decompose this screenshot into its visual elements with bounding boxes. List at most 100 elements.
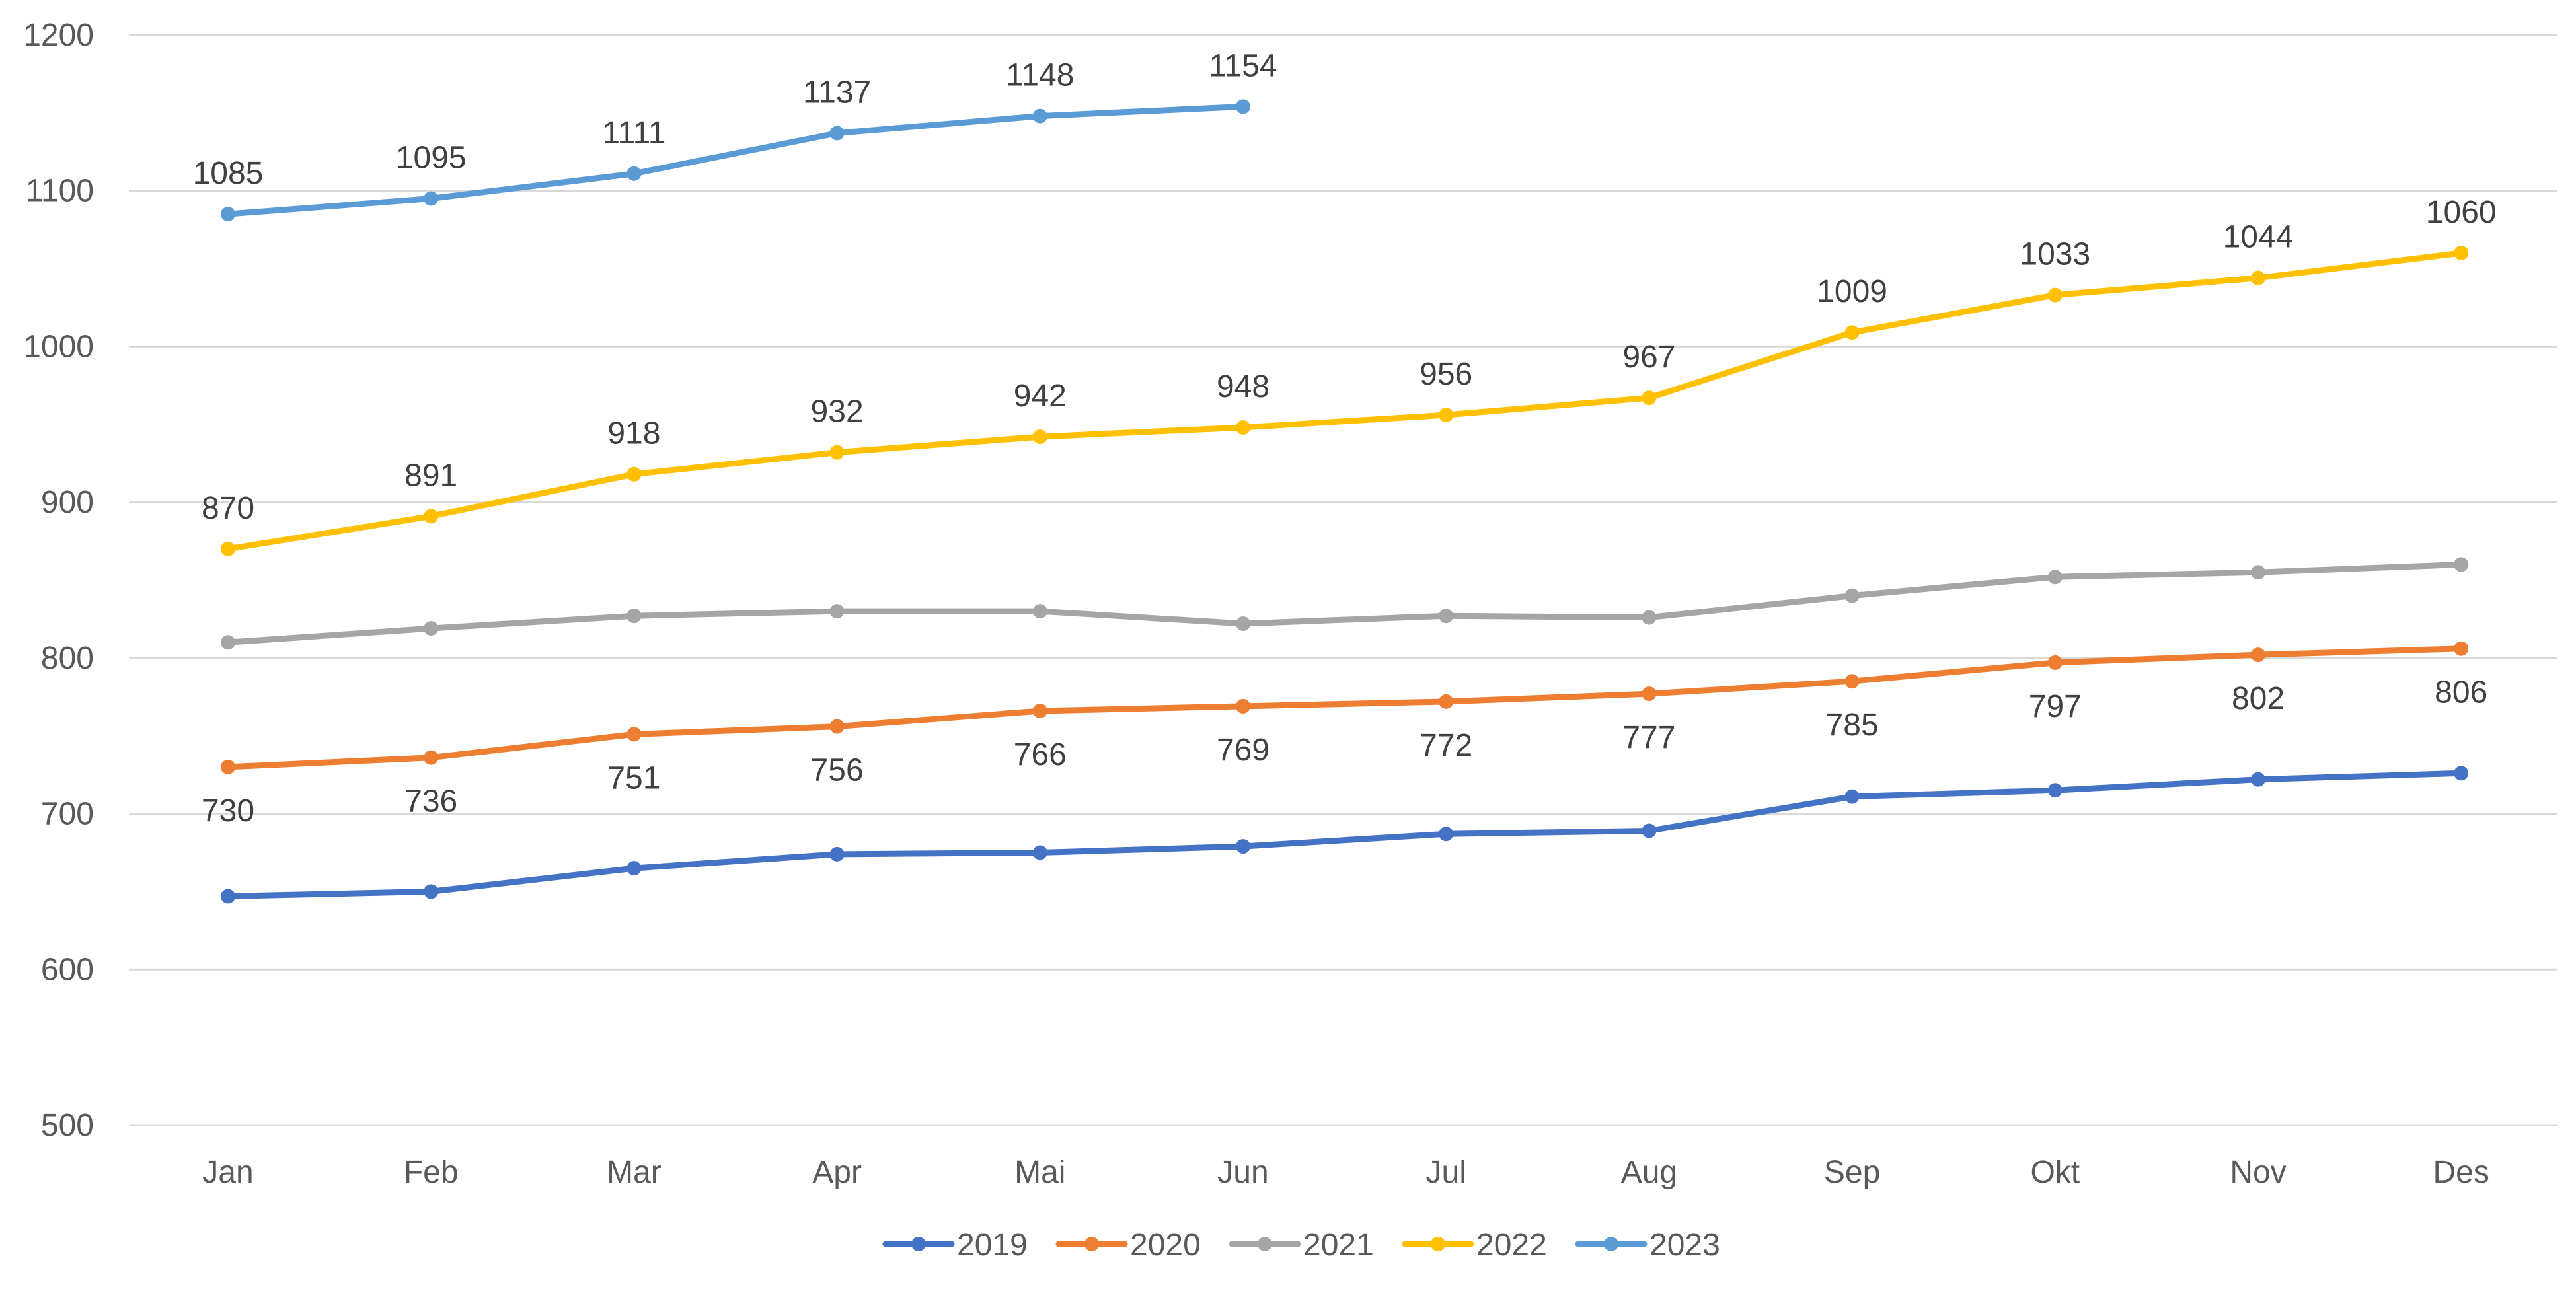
legend-label: 2019 (957, 1228, 1028, 1263)
data-point (2454, 766, 2469, 781)
data-point (221, 635, 235, 650)
data-point (1642, 610, 1657, 625)
data-label: 756 (811, 753, 864, 788)
data-label: 769 (1217, 733, 1269, 768)
data-point (2251, 647, 2265, 663)
data-label: 918 (607, 416, 660, 451)
y-tick-label: 700 (41, 797, 94, 832)
legend-swatch-marker (1258, 1237, 1272, 1251)
legend-item-2021: 2021 (1229, 1228, 1374, 1263)
x-tick-label: Jan (202, 1155, 253, 1190)
data-point (2251, 772, 2265, 787)
data-point (829, 445, 845, 460)
data-label: 772 (1420, 728, 1472, 763)
data-label: 1009 (1817, 274, 1887, 309)
x-tick-label: Mar (607, 1155, 662, 1190)
legend-item-2022: 2022 (1402, 1228, 1547, 1263)
x-tick-label: Sep (1824, 1155, 1880, 1190)
data-point (1236, 839, 1250, 854)
series-line-2021 (225, 561, 2464, 646)
x-tick-label: Aug (1621, 1155, 1677, 1190)
data-point (424, 621, 439, 636)
data-point (626, 861, 642, 876)
data-label: 967 (1622, 340, 1675, 375)
data-point (1236, 616, 1250, 631)
data-point (829, 604, 845, 619)
data-point (1439, 609, 1454, 624)
data-point (1844, 674, 1860, 689)
data-label: 1085 (193, 156, 264, 191)
data-point (2047, 655, 2063, 670)
data-labels: 730 736 751 756 766 769 772 777 785 797 802 806 870 8… (193, 48, 2497, 828)
data-label: 766 (1014, 737, 1067, 772)
data-point (1032, 704, 1047, 718)
data-point (221, 889, 235, 904)
data-label: 948 (1217, 369, 1269, 404)
data-point (1236, 698, 1250, 714)
data-label: 870 (202, 491, 254, 526)
x-tick-label: Mai (1014, 1155, 1065, 1190)
legend-item-2020: 2020 (1055, 1228, 1201, 1263)
y-tick-label: 900 (41, 485, 94, 520)
gridlines (129, 34, 2557, 1126)
data-label: 777 (1622, 720, 1675, 755)
data-point (2454, 641, 2469, 656)
y-tick-label: 600 (41, 952, 94, 987)
legend-label: 2023 (1649, 1228, 1720, 1263)
data-label: 1044 (2223, 220, 2294, 255)
series-2021 (221, 557, 2469, 650)
series-2022 (221, 246, 2469, 556)
data-point (1642, 823, 1657, 838)
data-point (1844, 789, 1860, 804)
data-point (2047, 287, 2063, 303)
data-point (1439, 827, 1454, 842)
data-point (221, 207, 235, 222)
data-point (424, 750, 439, 765)
legend-item-2023: 2023 (1575, 1228, 1720, 1263)
data-point (829, 126, 845, 141)
data-point (2251, 565, 2265, 580)
legend-label: 2021 (1303, 1228, 1374, 1263)
legend-swatch-marker (1604, 1237, 1618, 1251)
data-point (829, 846, 845, 862)
data-point (626, 466, 642, 482)
data-label: 1095 (396, 141, 467, 176)
x-tick-label: Des (2433, 1155, 2489, 1190)
data-label: 785 (1826, 708, 1879, 743)
y-tick-label: 800 (41, 641, 94, 676)
data-point (424, 509, 439, 524)
data-point (424, 191, 439, 206)
data-point (1439, 408, 1454, 423)
data-point (1439, 694, 1454, 709)
x-tick-label: Jun (1217, 1155, 1268, 1190)
data-label: 1154 (1209, 48, 1277, 83)
data-point (221, 541, 235, 556)
y-tick-label: 500 (41, 1108, 94, 1143)
data-label: 797 (2029, 689, 2082, 724)
data-point (626, 609, 642, 624)
series-line-2019 (225, 770, 2464, 899)
data-point (2454, 246, 2469, 260)
data-point (1844, 588, 1860, 603)
data-point (1236, 99, 1250, 114)
data-label: 1148 (1006, 58, 1074, 93)
legend: 2019 2020 2021 2022 2023 (882, 1228, 1720, 1263)
x-tick-label: Apr (812, 1155, 862, 1190)
data-point (424, 884, 439, 899)
data-label: 802 (2232, 681, 2285, 716)
x-tick-label: Jul (1426, 1155, 1466, 1190)
x-axis-ticks: Jan Feb Mar Apr Mai Jun Jul Aug Sep Okt Nov Des (202, 1155, 2489, 1190)
legend-swatch-marker (1431, 1237, 1445, 1251)
data-point (1032, 845, 1047, 860)
data-label: 1111 (602, 116, 665, 151)
data-label: 932 (811, 394, 864, 429)
data-label: 891 (404, 458, 457, 493)
data-label: 751 (607, 760, 660, 795)
y-tick-label: 1000 (23, 329, 94, 364)
data-point (1032, 429, 1047, 445)
series-line-2020 (225, 646, 2464, 770)
data-label: 942 (1014, 379, 1067, 414)
data-point (1032, 108, 1047, 124)
data-label: 1060 (2426, 195, 2497, 230)
